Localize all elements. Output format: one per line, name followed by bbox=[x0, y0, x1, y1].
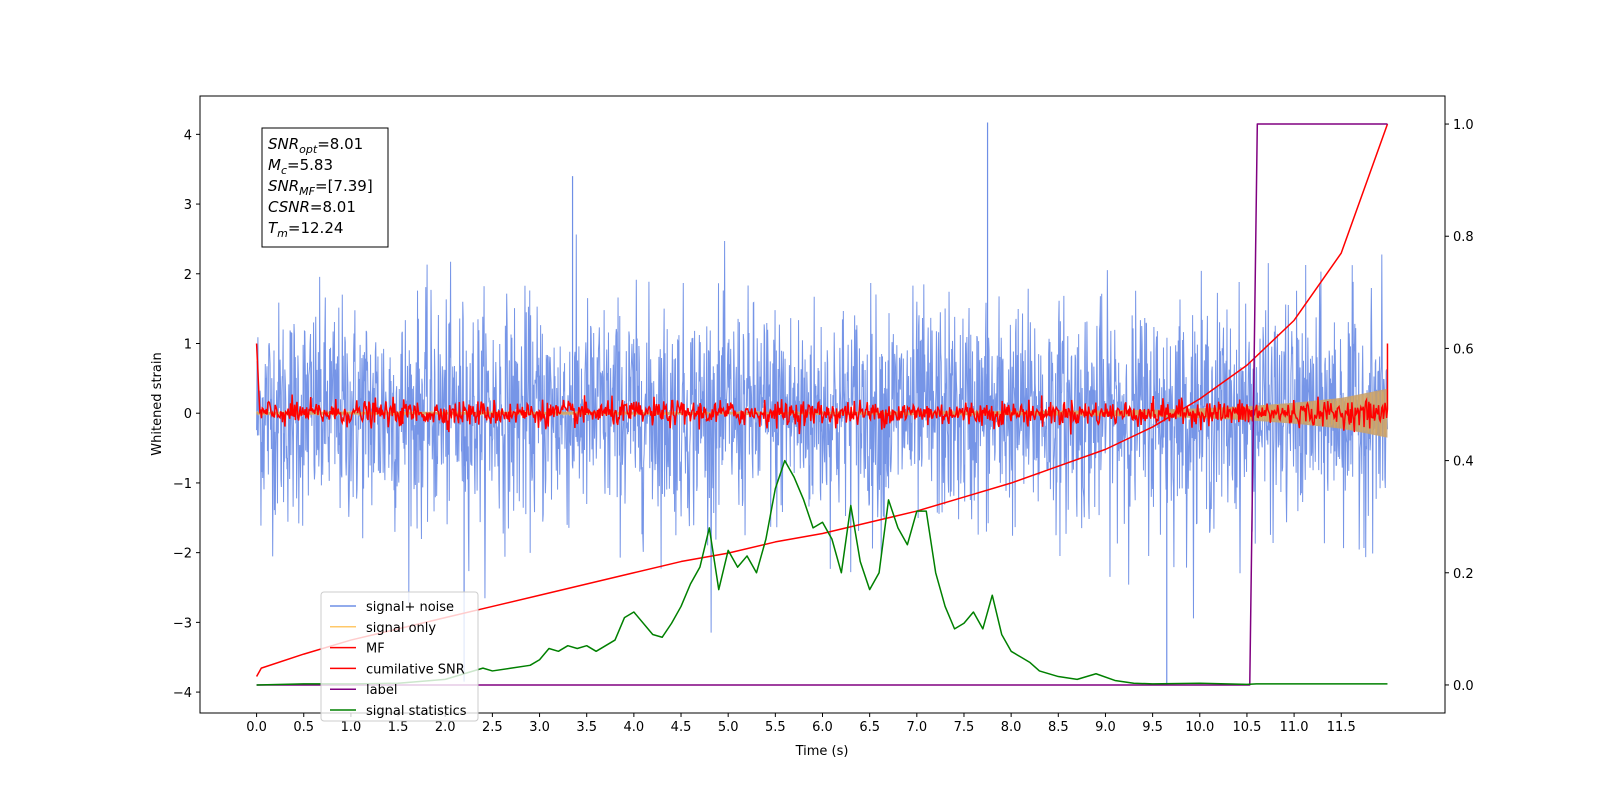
annotation-frame bbox=[261, 127, 389, 248]
x-tick-label: 7.5 bbox=[954, 720, 975, 735]
x-tick-label: 11.0 bbox=[1280, 720, 1309, 735]
x-tick-label: 0.5 bbox=[293, 720, 314, 735]
annotation-line: Mc=5.83 bbox=[268, 156, 333, 177]
x-tick-label: 4.5 bbox=[671, 720, 692, 735]
annotation-sub: c bbox=[281, 164, 287, 177]
x-tick-label: 11.5 bbox=[1327, 720, 1356, 735]
legend-entry: signal only bbox=[366, 621, 436, 636]
x-tick-label: 8.0 bbox=[1001, 720, 1022, 735]
annotation-value: =8.01 bbox=[310, 198, 356, 216]
legend-entry: signal statistics bbox=[366, 704, 467, 719]
x-tick-label: 2.5 bbox=[482, 720, 503, 735]
annotation-value: =8.01 bbox=[317, 135, 363, 153]
legend-entry: cumilative SNR bbox=[366, 662, 465, 677]
x-tick-label: 6.5 bbox=[859, 720, 880, 735]
x-tick-label: 5.5 bbox=[765, 720, 786, 735]
x-tick-label: 10.5 bbox=[1232, 720, 1261, 735]
y-right-tick-label: 0.6 bbox=[1453, 342, 1474, 357]
annotation-sub: opt bbox=[299, 143, 318, 156]
y-tick-label: 4 bbox=[184, 128, 192, 143]
annotation-value: =12.24 bbox=[288, 219, 344, 237]
series-label bbox=[256, 123, 1388, 686]
y-right-tick-label: 1.0 bbox=[1453, 118, 1474, 133]
y-axis-label: Whitened strain bbox=[150, 352, 165, 455]
y-tick-label: −3 bbox=[173, 616, 192, 631]
x-tick-label: 2.0 bbox=[435, 720, 456, 735]
annotation-box: SNRopt=8.01Mc=5.83SNRMF=[7.39]CSNR=8.01T… bbox=[261, 127, 389, 248]
annotation-line: SNRopt=8.01 bbox=[268, 135, 363, 156]
x-tick-label: 8.5 bbox=[1048, 720, 1069, 735]
plot-area bbox=[255, 122, 1389, 686]
legend-entry: MF bbox=[366, 642, 385, 657]
x-tick-label: 6.0 bbox=[812, 720, 833, 735]
x-tick-label: 5.0 bbox=[718, 720, 739, 735]
legend-entry: label bbox=[366, 683, 397, 698]
annotation-var: M bbox=[268, 156, 281, 174]
annotation-line: SNRMF=[7.39] bbox=[268, 177, 373, 198]
y-right-tick-label: 0.0 bbox=[1453, 679, 1474, 694]
series-mf bbox=[255, 343, 1389, 435]
annotation-line: Tm=12.24 bbox=[268, 219, 343, 240]
x-tick-label: 9.5 bbox=[1142, 720, 1163, 735]
y-tick-label: 3 bbox=[184, 198, 192, 213]
annotation-value: =5.83 bbox=[287, 156, 333, 174]
annotation-line: CSNR=8.01 bbox=[268, 198, 356, 216]
x-tick-label: 0.0 bbox=[246, 720, 267, 735]
y-tick-label: −4 bbox=[173, 686, 192, 701]
x-tick-label: 4.0 bbox=[624, 720, 645, 735]
annotation-var: SNR bbox=[268, 135, 299, 153]
annotation-var: T bbox=[268, 219, 279, 237]
legend: signal+ noise signal only MF cumilative SNR… bbox=[320, 591, 479, 722]
annotation-value: =[7.39] bbox=[315, 177, 373, 195]
annotation-sub: m bbox=[277, 227, 288, 240]
y-right-tick-label: 0.4 bbox=[1453, 455, 1474, 470]
x-tick-label: 9.0 bbox=[1095, 720, 1116, 735]
x-tick-label: 1.0 bbox=[341, 720, 362, 735]
annotation-var: SNR bbox=[268, 177, 299, 195]
y-tick-label: 0 bbox=[184, 407, 192, 422]
y-tick-label: −2 bbox=[173, 547, 192, 562]
y-right-tick-label: 0.2 bbox=[1453, 567, 1474, 582]
x-tick-label: 3.0 bbox=[529, 720, 550, 735]
series-signal-statistics bbox=[256, 459, 1388, 686]
y-tick-label: 1 bbox=[184, 337, 192, 352]
x-axis-label: Time (s) bbox=[795, 744, 849, 759]
ticks: 0.0 0.5 1.0 1.5 2.0 2.5 3.0 3.5 4.0 4.5 5.0 5.5 6.0 6… bbox=[173, 118, 1474, 735]
x-tick-label: 10.0 bbox=[1185, 720, 1214, 735]
legend-entry: signal+ noise bbox=[366, 600, 454, 615]
y-tick-label: 2 bbox=[184, 268, 192, 283]
x-tick-label: 3.5 bbox=[576, 720, 597, 735]
x-tick-label: 7.0 bbox=[906, 720, 927, 735]
x-tick-label: 1.5 bbox=[388, 720, 409, 735]
annotation-var: CSNR bbox=[268, 198, 310, 216]
y-right-tick-label: 0.8 bbox=[1453, 230, 1474, 245]
y-tick-label: −1 bbox=[173, 477, 192, 492]
legend-frame bbox=[320, 591, 479, 722]
annotation-sub: MF bbox=[299, 185, 315, 198]
